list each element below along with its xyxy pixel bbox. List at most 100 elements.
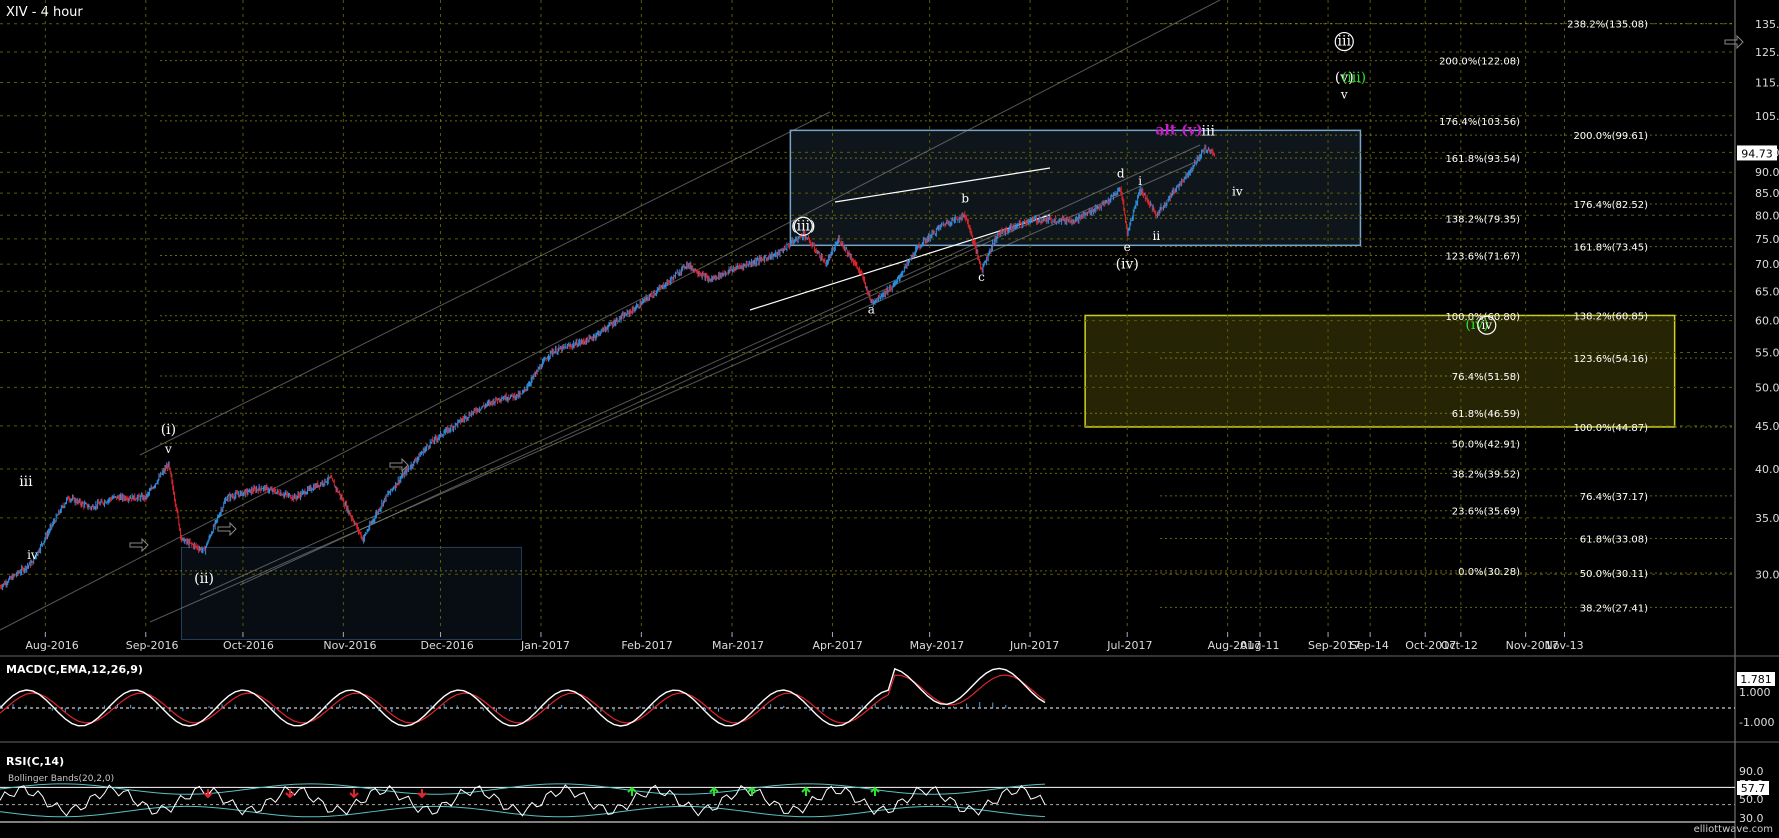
wave-label: (iv) [1465,317,1488,333]
fib-level-label: 61.8%(46.59) [1452,409,1520,420]
time-tick-label: May-2017 [910,639,965,652]
price-tick-label: 65.00 [1755,285,1779,298]
wave-label: iii [1338,34,1352,50]
time-tick-label: Sep-2017 [1308,639,1361,652]
time-tick-label: Oct-2017 [1405,639,1456,652]
time-tick-label: Dec-2016 [421,639,474,652]
macd-title: MACD(C,EMA,12,26,9) [6,663,143,676]
price-tick-label: 125.00 [1755,46,1779,59]
wave-label: b [961,192,969,206]
fib-level-label: 238.2%(135.08) [1567,20,1648,31]
time-tick-label: Apr-2017 [812,639,862,652]
fib-level-label: 176.4%(82.52) [1573,200,1648,211]
wave-label: iii [19,474,33,490]
time-tick-label: Sep-14 [1350,639,1389,652]
wave-label: (iii) [791,218,815,234]
wave-label: alt (v) [1155,122,1202,138]
fib-level-label: 76.4%(51.58) [1452,372,1520,383]
macd-pane: MACD(C,EMA,12,26,9) 1.000 -1.000 1.781 [0,663,1775,729]
fib-level-label: 0.0%(30.28) [1458,567,1520,578]
rsi-pane: RSI(C,14) Bollinger Bands(20,2,0) 90.070… [0,755,1769,825]
fib-level-label: 123.6%(71.67) [1445,252,1520,263]
price-tick-label: 105.00 [1755,110,1779,123]
channel-line [139,111,831,456]
price-tick-label: 55.00 [1755,346,1779,359]
time-tick-label: Feb-2017 [621,639,672,652]
time-tick-label: Aug-2016 [25,639,78,652]
rsi-title: RSI(C,14) [6,755,64,768]
time-tick-label: Sep-2016 [126,639,179,652]
fib-level-label: 38.2%(27.41) [1580,603,1648,614]
fib-level-label: 61.8%(33.08) [1580,535,1648,546]
fib-level-label: 200.0%(122.08) [1439,57,1520,68]
wave-label: d [1117,167,1125,181]
last-price-box [1737,145,1777,161]
time-tick-label: Oct-2016 [223,639,274,652]
rsi-overlay-label: Bollinger Bands(20,2,0) [8,774,114,784]
wave-label: (iii) [1342,70,1366,86]
drag-arrow-icon [1724,34,1744,50]
wave-label-circle [793,216,813,236]
time-tick-label: Mar-2017 [712,639,764,652]
rsi-buy-arrow-icon [627,786,637,796]
macd-tick-label: -1.000 [1739,716,1774,729]
fib-level-label: 23.6%(35.69) [1452,507,1520,518]
rsi-sell-arrow-icon [285,789,295,799]
zone-support-box [1084,314,1676,428]
drag-arrow-icon [389,457,409,473]
price-tick-label: 70.00 [1755,258,1779,271]
wave-label: e [1124,240,1131,254]
rsi-line [0,784,1046,817]
price-tick-label: 50.00 [1755,381,1779,394]
fib-level-label: 200.0%(99.61) [1573,131,1648,142]
wave-label: v [164,442,172,456]
price-tick-label: 40.00 [1755,463,1779,476]
fib-level-label: 50.0%(30.11) [1580,569,1648,580]
rsi-last-box [1737,781,1769,795]
drag-arrow-icon [129,537,149,553]
macd-line [0,667,1046,727]
time-tick-label: Nov-2016 [323,639,376,652]
wave-label: iv [27,548,38,562]
drag-arrow-icon [217,521,237,537]
wave-label: v [1340,87,1348,101]
time-tick-label: Jan-2017 [520,639,570,652]
channel-line [149,159,1201,623]
time-tick-label: Jul-2017 [1106,639,1152,652]
channel-line [199,209,1051,596]
rsi-buy-arrow-icon [709,786,719,796]
fib-level-label: 176.4%(103.56) [1439,117,1520,128]
watermark: elliottwave.com [1693,824,1773,835]
fib-level-label: 50.0%(42.91) [1452,439,1520,450]
wave-label: (iv) [1116,256,1139,272]
price-tick-label: 80.00 [1755,209,1779,222]
fib-level-label: 138.2%(60.85) [1573,311,1648,322]
price-tick-label: 115.00 [1755,76,1779,89]
rsi-sell-arrow-icon [417,789,427,799]
fib-level-label: 100.0%(44.87) [1573,423,1648,434]
price-tick-label: 45.00 [1755,420,1779,433]
rsi-buy-arrow-icon [801,786,811,796]
fib-level-label: 161.8%(73.45) [1573,243,1648,254]
wave-label: ii [1153,229,1161,243]
time-tick-label: Aug-11 [1240,639,1279,652]
time-tick-label: Aug-2017 [1208,639,1261,652]
wave-label-circle [1334,31,1354,52]
last-price-label: 94.73 [1741,147,1773,160]
fib-level-label: 138.2%(79.35) [1445,214,1520,225]
rsi-buy-arrow-icon [747,786,757,796]
wave-label: (v) [1335,70,1354,86]
rsi-bollinger-upper [0,783,1046,795]
rsi-sell-arrow-icon [203,789,213,799]
price-tick-label: 35.00 [1755,512,1779,525]
price-tick-label: 75.00 [1755,233,1779,246]
wave-label: (i) [161,422,176,438]
wave-label: a [868,302,875,316]
price-tick-label: 90.00 [1755,166,1779,179]
macd-last-label: 1.781 [1740,673,1772,686]
chart-title: XIV - 4 hour [6,5,83,20]
macd-signal-line [0,674,1046,724]
price-tick-label: 30.00 [1755,568,1779,581]
